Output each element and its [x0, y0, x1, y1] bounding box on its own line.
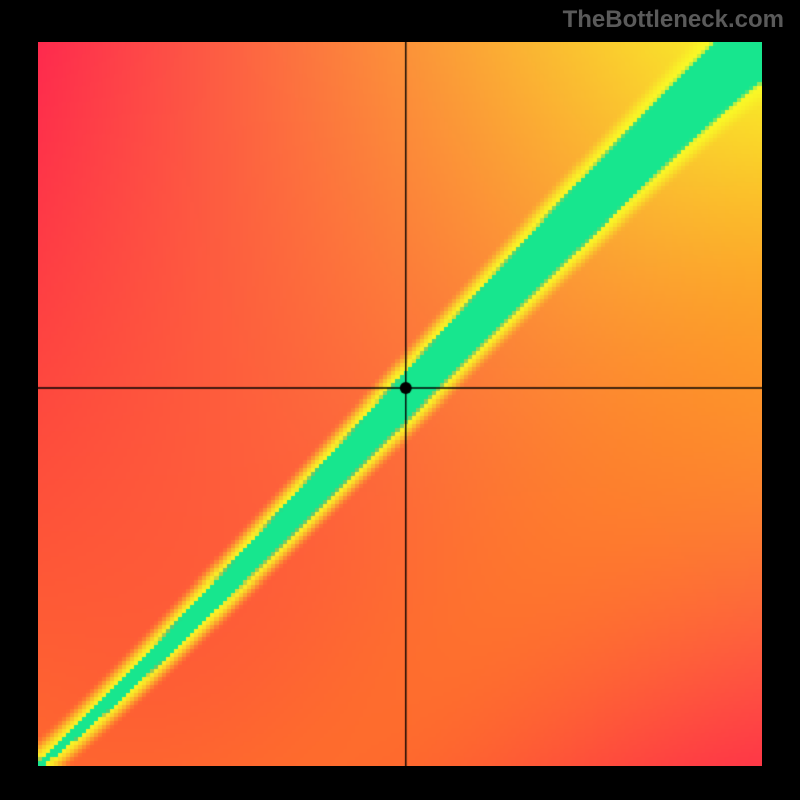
plot-frame [38, 42, 762, 766]
heatmap-canvas [38, 42, 762, 766]
watermark-text: TheBottleneck.com [563, 6, 784, 34]
